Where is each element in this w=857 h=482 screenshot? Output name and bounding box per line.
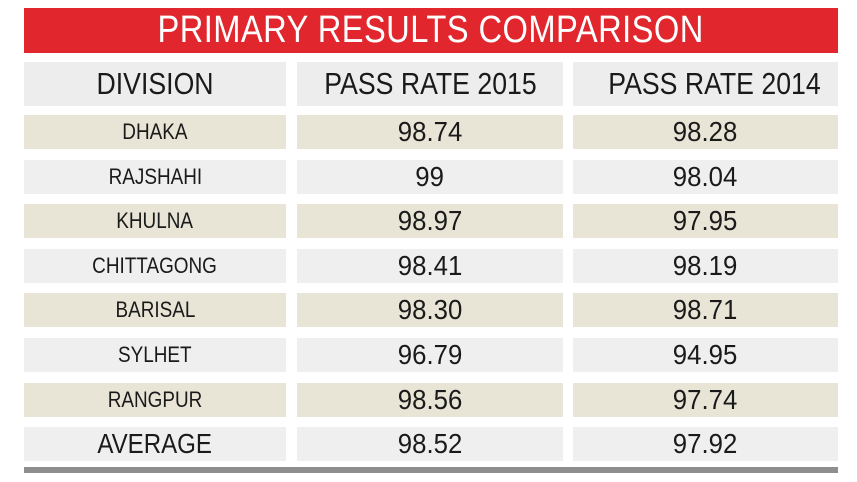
pass-rate-value: 98.30 [397, 294, 463, 326]
pass-rate-value: 97.74 [673, 383, 738, 415]
table-cell-pass-rate-2014: 98.19 [573, 248, 838, 283]
pass-rate-value: 98.52 [397, 428, 463, 460]
table-cell-pass-rate-2015: 98.30 [297, 293, 563, 328]
pass-rate-value: 98.28 [673, 116, 738, 147]
table-cell-pass-rate-2015: 98.56 [297, 382, 563, 417]
pass-rate-value: 97.95 [673, 205, 738, 237]
pass-rate-value: 97.92 [673, 428, 738, 460]
column-header-pass-rate-2014: PASS RATE 2014 [573, 62, 856, 106]
pass-rate-value: 98.74 [397, 116, 463, 147]
table-cell-pass-rate-2015: 98.41 [297, 248, 563, 283]
table-cell-pass-rate-2015: 98.52 [297, 427, 563, 462]
table-cell-division: AVERAGE [24, 427, 286, 462]
table-cell-pass-rate-2014: 97.92 [573, 427, 838, 462]
table-cell-pass-rate-2014: 98.71 [573, 293, 838, 328]
column-header-pass-rate-2015: PASS RATE 2015 [297, 62, 563, 106]
table-cell-pass-rate-2015: 96.79 [297, 338, 563, 372]
table-cell-division: DHAKA [24, 115, 286, 149]
pass-rate-value: 94.95 [673, 339, 738, 370]
pass-rate-value: 96.79 [397, 339, 463, 370]
table-cell-pass-rate-2014: 94.95 [573, 338, 838, 372]
division-name: DHAKA [122, 119, 188, 144]
bottom-rule [24, 467, 838, 473]
table-cell-pass-rate-2014: 98.28 [573, 115, 838, 149]
pass-rate-value: 98.19 [673, 249, 738, 281]
table-cell-pass-rate-2014: 97.95 [573, 204, 838, 239]
division-name: RANGPUR [107, 386, 203, 412]
table-cell-division: BARISAL [24, 293, 286, 328]
division-name: AVERAGE [97, 428, 213, 460]
table-cell-division: SYLHET [24, 338, 286, 372]
table-cell-pass-rate-2015: 99 [297, 159, 563, 194]
division-name: BARISAL [115, 297, 195, 323]
table-cell-pass-rate-2014: 97.74 [573, 382, 838, 417]
table-title: PRIMARY RESULTS COMPARISON [157, 9, 705, 51]
table-cell-division: KHULNA [24, 204, 286, 239]
division-name: RAJSHAHI [108, 163, 202, 189]
pass-rate-value: 98.71 [673, 294, 738, 326]
division-name: SYLHET [118, 342, 192, 367]
column-header-label: PASS RATE 2014 [608, 66, 821, 101]
pass-rate-value: 98.56 [397, 383, 463, 415]
table-cell-division: RANGPUR [24, 382, 286, 417]
division-name: CHITTAGONG [92, 252, 218, 278]
table-cell-division: RAJSHAHI [24, 159, 286, 194]
division-name: KHULNA [116, 208, 194, 234]
column-header-label: PASS RATE 2015 [323, 66, 537, 101]
table-cell-pass-rate-2015: 98.74 [297, 115, 563, 149]
table-cell-pass-rate-2015: 98.97 [297, 204, 563, 239]
pass-rate-value: 98.97 [397, 205, 463, 237]
pass-rate-value: 98.41 [397, 249, 463, 281]
title-bar: PRIMARY RESULTS COMPARISON [24, 8, 838, 53]
table-cell-pass-rate-2014: 98.04 [573, 159, 838, 194]
pass-rate-value: 99 [415, 160, 445, 192]
pass-rate-value: 98.04 [673, 160, 738, 192]
column-header-label: DIVISION [96, 66, 214, 101]
table-cell-division: CHITTAGONG [24, 248, 286, 283]
column-header-division: DIVISION [24, 62, 286, 106]
